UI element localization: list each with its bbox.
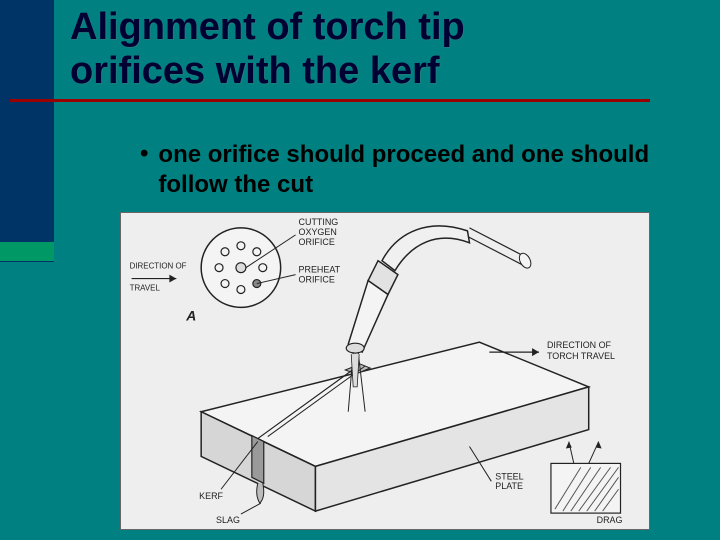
label-steel-2: PLATE	[495, 481, 523, 491]
bullet-block: • one orifice should proceed and one sho…	[140, 140, 670, 200]
label-kerf: KERF	[199, 491, 223, 501]
label-cutting-2: OXYGEN	[299, 227, 337, 237]
label-drag: DRAG	[597, 515, 623, 525]
label-preheat-1: PREHEAT	[299, 265, 341, 275]
label-preheat-2: ORIFICE	[299, 275, 335, 285]
label-dir-torch-2: TORCH TRAVEL	[547, 351, 615, 361]
title-underline	[10, 99, 650, 102]
accent-bar-navy	[0, 0, 54, 262]
label-dir-travel-1: DIRECTION OF	[130, 262, 187, 271]
label-steel-1: STEEL	[495, 471, 523, 481]
label-a: A	[185, 307, 196, 323]
bullet-row: • one orifice should proceed and one sho…	[140, 140, 670, 200]
label-slag: SLAG	[216, 515, 240, 525]
label-dir-travel-2: TRAVEL	[130, 284, 161, 293]
title-line-1: Alignment of torch tip	[70, 6, 465, 48]
label-cutting-1: CUTTING	[299, 217, 339, 227]
slide-title-block: Alignment of torch tip orifices with the…	[70, 6, 680, 102]
label-dir-torch-1: DIRECTION OF	[547, 340, 612, 350]
tip-face-view	[201, 228, 280, 307]
slide-title: Alignment of torch tip orifices with the…	[70, 6, 680, 93]
title-line-2: orifices with the kerf	[70, 50, 440, 92]
bullet-text: one orifice should proceed and one shoul…	[158, 140, 670, 200]
bullet-marker: •	[140, 140, 148, 169]
accent-bar-green	[0, 242, 54, 261]
torch-diagram: CUTTING OXYGEN ORIFICE PREHEAT ORIFICE D…	[120, 212, 650, 530]
label-cutting-3: ORIFICE	[299, 237, 335, 247]
